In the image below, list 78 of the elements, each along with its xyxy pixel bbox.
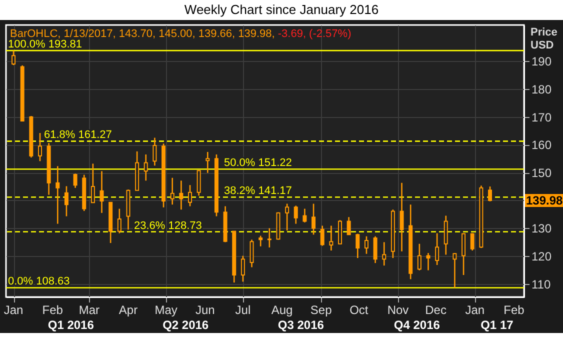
x-tick-label: Sep <box>310 303 332 317</box>
text: Q1 17 <box>480 318 514 332</box>
candlestick <box>302 208 307 224</box>
ref-line-label: 50.0% 151.22 <box>224 157 292 170</box>
x-tick-label: Feb <box>42 303 64 317</box>
text: 139.98 <box>526 193 563 208</box>
x-tick-label: Nov <box>387 303 409 317</box>
candlestick <box>73 173 78 189</box>
candlestick <box>38 132 42 162</box>
ref-line-label: 0.0% 108.63 <box>8 276 70 288</box>
candlestick <box>312 203 316 236</box>
y-tick-label: 160 <box>532 138 552 152</box>
candlestick <box>338 220 342 245</box>
candlestick <box>452 252 457 288</box>
x-tick-label: Oct <box>350 303 369 317</box>
ref-line-label: 61.8% 161.27 <box>44 129 112 142</box>
candlestick <box>196 170 201 196</box>
candlestick <box>373 236 378 264</box>
x-tick-label: Jan <box>4 303 24 317</box>
candlestick <box>258 235 263 247</box>
candlestick <box>240 255 245 282</box>
candlestick <box>462 232 466 276</box>
candlestick <box>117 208 122 234</box>
candlestick <box>56 166 60 224</box>
chart-title: Weekly Chart since January 2016 <box>183 2 380 17</box>
y-tick-label: 190 <box>532 54 552 69</box>
candlestick <box>320 225 324 246</box>
x-tick-label: Apr <box>118 303 138 317</box>
candlestick <box>179 180 184 210</box>
candlestick <box>12 50 16 66</box>
ref-line-label: 38.2% 141.17 <box>224 185 292 198</box>
y-tick-label: 150 <box>532 166 552 180</box>
candlestick <box>294 205 298 224</box>
x-tick-label: Mar <box>78 303 100 317</box>
candlestick <box>364 236 368 254</box>
text: Q3 2016 <box>278 318 324 332</box>
ref-line-label: 23.6% 128.73 <box>134 220 202 232</box>
candlestick <box>329 225 334 252</box>
candlestick <box>356 233 360 259</box>
candlestick <box>488 186 492 202</box>
x-tick-label: Dec <box>425 303 446 317</box>
candlestick <box>152 137 157 166</box>
y-tick-label: 180 <box>532 82 552 97</box>
candlestick <box>346 216 351 236</box>
candlestick <box>435 232 440 266</box>
y-tick-label: 110 <box>532 277 551 292</box>
candlestick <box>285 203 290 232</box>
candlestick <box>426 252 430 271</box>
text: Q2 2016 <box>162 318 209 332</box>
candlestick <box>444 215 448 256</box>
candlestick <box>64 186 68 217</box>
x-tick-label: May <box>154 303 178 317</box>
candlestick <box>100 170 104 214</box>
candlestick <box>400 182 404 252</box>
annotation: -3.69, (-2.57%) <box>276 28 352 40</box>
candlestick <box>206 151 210 174</box>
candlestick <box>470 232 474 252</box>
y-tick-label: 120 <box>532 250 552 264</box>
text: Q1 2016 <box>48 318 94 332</box>
x-tick-label: Feb <box>504 303 525 317</box>
candlestick <box>267 228 272 248</box>
candlestick <box>90 162 95 204</box>
candlestick <box>382 242 386 266</box>
candlestick <box>188 184 192 207</box>
x-tick-label: Jul <box>235 303 251 317</box>
annotation: BarOHLC, 1/13/2017, 143.70, 145.00, 139.66, 139.98, <box>10 28 275 40</box>
ref-line-label: 100.0% 193.81 <box>8 38 82 51</box>
x-tick-label: Aug <box>271 303 293 317</box>
candlestick <box>170 177 174 206</box>
y-tick-label: 130 <box>532 222 552 236</box>
candlestick <box>144 154 148 182</box>
candlestick <box>250 239 254 268</box>
candlestick <box>417 243 422 271</box>
x-tick-label: Jan <box>465 303 485 317</box>
y-tick-label: 170 <box>532 110 552 124</box>
x-tick-label: Jun <box>195 303 215 317</box>
y-axis-title: Price USD <box>530 26 558 52</box>
text: Q4 2016 <box>394 318 440 332</box>
